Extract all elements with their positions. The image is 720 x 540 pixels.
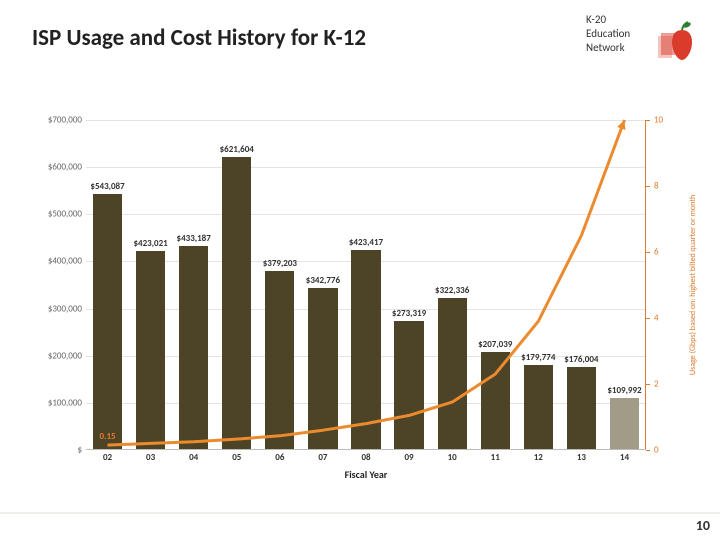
- y2-tick-mark: [646, 186, 650, 187]
- x-tick-label: 14: [620, 452, 629, 463]
- apple-icon: [658, 20, 696, 64]
- x-axis-line: [86, 449, 646, 450]
- y2-axis-ticks: 0246810: [654, 120, 678, 450]
- x-tick-label: 13: [577, 452, 586, 463]
- y2-tick-mark: [646, 120, 650, 121]
- y2-axis-title: Usage (Gbps) based on: highest billed qu…: [686, 120, 700, 450]
- y1-tick-label: $700,000: [28, 115, 82, 126]
- y2-tick-label: 0: [654, 445, 678, 456]
- footer-divider: [0, 512, 720, 514]
- y2-tick-label: 8: [654, 181, 678, 192]
- usage-line-path: [108, 120, 625, 445]
- y1-tick-label: $500,000: [28, 209, 82, 220]
- y2-tick-mark: [646, 384, 650, 385]
- y1-tick-label: $: [28, 445, 82, 456]
- y1-tick-label: $100,000: [28, 397, 82, 408]
- x-tick-label: 12: [534, 452, 543, 463]
- plot-area: $543,087$423,021$433,187$621,604$379,203…: [86, 120, 646, 450]
- slide: ISP Usage and Cost History for K-12 K-20…: [0, 0, 720, 540]
- x-tick-label: 11: [491, 452, 500, 463]
- y2-tick-mark: [646, 252, 650, 253]
- y1-tick-label: $300,000: [28, 303, 82, 314]
- x-tick-label: 06: [275, 452, 284, 463]
- x-tick-label: 08: [361, 452, 370, 463]
- y1-axis-ticks: $$100,000$200,000$300,000$400,000$500,00…: [28, 120, 82, 450]
- y1-tick-label: $400,000: [28, 256, 82, 267]
- x-tick-label: 09: [405, 452, 414, 463]
- x-axis-title: Fiscal Year: [86, 468, 646, 481]
- y1-tick-label: $200,000: [28, 350, 82, 361]
- y2-tick-label: 2: [654, 379, 678, 390]
- x-tick-label: 04: [189, 452, 198, 463]
- x-tick-label: 02: [103, 452, 112, 463]
- y2-tick-label: 10: [654, 115, 678, 126]
- cost-usage-chart: $$100,000$200,000$300,000$400,000$500,00…: [34, 120, 672, 480]
- y1-tick-label: $600,000: [28, 162, 82, 173]
- usage-line: [86, 120, 646, 450]
- logo: K-20 Education Network: [586, 14, 696, 56]
- usage-first-point-label: 0.15: [100, 431, 116, 442]
- slide-title: ISP Usage and Cost History for K-12: [32, 24, 512, 54]
- y2-tick-label: 6: [654, 247, 678, 258]
- x-tick-label: 10: [448, 452, 457, 463]
- x-tick-label: 07: [318, 452, 327, 463]
- x-axis-ticks: 02 03 04 05 06 07 08 09 10 11 12 13 14: [86, 452, 646, 468]
- x-tick-label: 03: [146, 452, 155, 463]
- y2-tick-mark: [646, 450, 650, 451]
- slide-number: 10: [696, 517, 710, 534]
- y2-tick-mark: [646, 318, 650, 319]
- y2-tick-label: 4: [654, 313, 678, 324]
- x-tick-label: 05: [232, 452, 241, 463]
